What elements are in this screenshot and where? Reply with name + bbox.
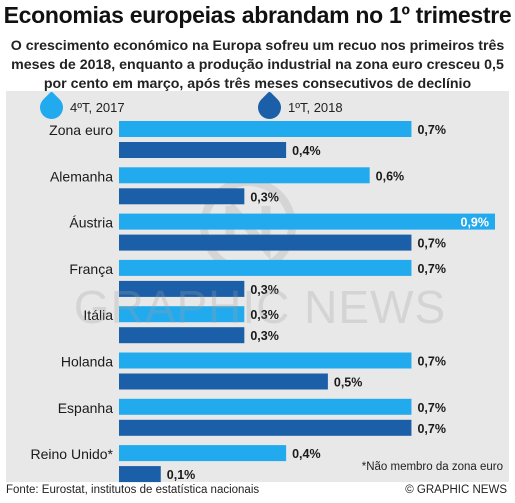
value-label-áustria-series-1: 0,9%: [461, 216, 490, 230]
legend-item-2018: 1ºT, 2018: [253, 90, 343, 124]
source-note: Fonte: Eurostat, institutos de estatísti…: [6, 484, 260, 496]
value-label-holanda-series-1: 0,7%: [417, 355, 446, 369]
value-label-zona-euro-series-2: 0,4%: [292, 144, 321, 158]
value-label-alemanha-series-2: 0,3%: [250, 190, 278, 204]
value-label-zona-euro-series-1: 0,7%: [417, 123, 446, 137]
bar-zona-euro-series-1: [119, 121, 412, 137]
bar-espanha-series-2: [119, 419, 412, 436]
value-label-áustria-series-2: 0,7%: [417, 237, 446, 251]
bar-frança-series-2: [119, 280, 245, 297]
bar-holanda-series-2: [119, 373, 328, 390]
bar-itália-series-2: [119, 327, 245, 344]
value-label-reino-unido-series-2: 0,1%: [167, 468, 196, 482]
legend-label-2017: 4ºT, 2017: [70, 99, 125, 115]
chart-subtitle: O crescimento económico na Europa sofreu…: [10, 38, 505, 92]
category-label-zona-euro: Zona euro: [49, 122, 113, 138]
bar-áustria-series-1: [119, 213, 495, 230]
footnote: *Não membro da zona euro: [361, 461, 503, 473]
bar-itália-series-1: [119, 306, 245, 323]
category-label-alemanha: Alemanha: [50, 168, 113, 184]
chart-title: Economias europeias abrandam no 1º trime…: [3, 2, 512, 28]
value-label-espanha-series-2: 0,7%: [417, 422, 446, 436]
value-label-frança-series-2: 0,3%: [250, 283, 278, 297]
category-label-reino-unido: Reino Unido*: [31, 446, 114, 462]
value-label-espanha-series-1: 0,7%: [417, 401, 446, 415]
category-label-frança: França: [69, 261, 113, 277]
value-label-alemanha-series-1: 0,6%: [376, 169, 405, 183]
bar-frança-series-1: [119, 259, 412, 276]
bar-áustria-series-2: [119, 234, 412, 251]
bar-alemanha-series-2: [119, 188, 245, 205]
bar-reino-unido-series-2: [119, 466, 161, 483]
value-label-reino-unido-series-1: 0,4%: [292, 447, 321, 461]
category-label-áustria: Áustria: [69, 215, 113, 231]
credit: © GRAPHIC NEWS: [405, 484, 507, 496]
bar-holanda-series-1: [119, 352, 412, 369]
bar-espanha-series-1: [119, 398, 412, 415]
legend-label-2018: 1ºT, 2018: [288, 99, 343, 115]
category-label-itália: Itália: [83, 307, 113, 323]
bar-reino-unido-series-1: [119, 445, 287, 462]
value-label-itália-series-1: 0,3%: [250, 308, 278, 322]
category-label-holanda: Holanda: [61, 354, 113, 370]
category-label-espanha: Espanha: [58, 400, 113, 416]
value-label-itália-series-2: 0,3%: [250, 329, 278, 343]
value-label-holanda-series-2: 0,5%: [334, 376, 363, 390]
legend-item-2017: 4ºT, 2017: [35, 90, 125, 124]
bar-zona-euro-series-2: [119, 142, 287, 158]
value-label-frança-series-1: 0,7%: [417, 262, 446, 276]
bar-alemanha-series-1: [119, 167, 370, 184]
